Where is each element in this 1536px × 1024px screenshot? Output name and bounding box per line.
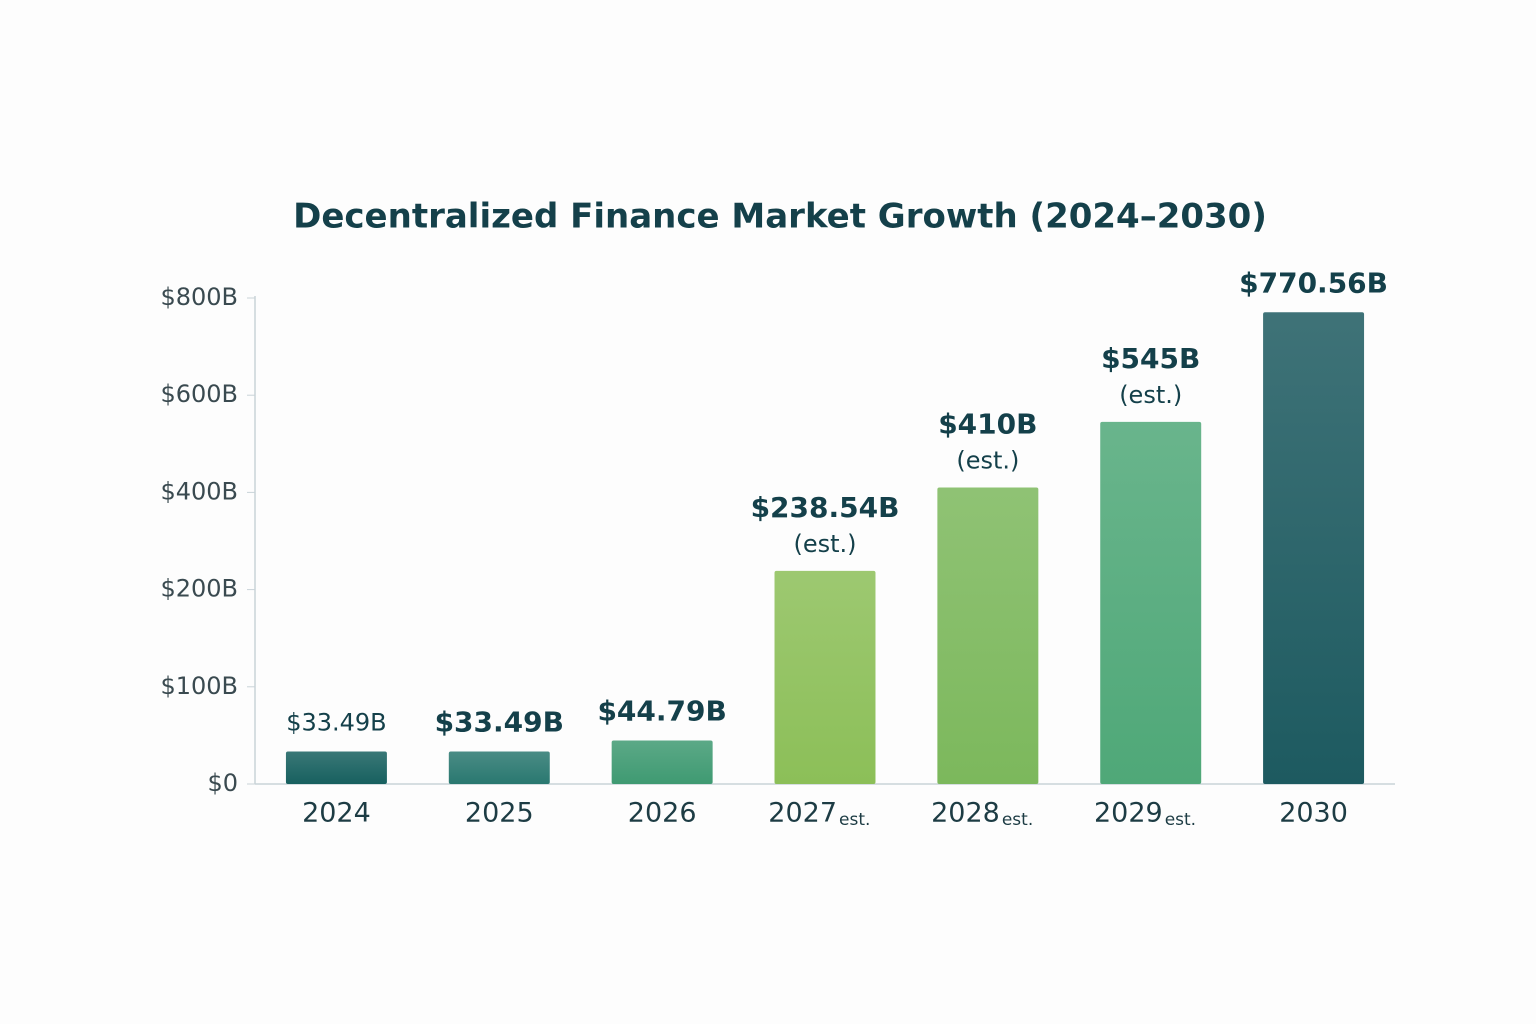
y-tick-label: $100B (160, 672, 238, 700)
value-label: $33.49B (435, 705, 564, 738)
y-tick-label: $400B (160, 477, 238, 505)
bar (1263, 312, 1365, 784)
x-tick-label: 2025 (465, 798, 534, 829)
y-tick-label: $0 (207, 769, 238, 797)
bar (611, 740, 713, 784)
x-tick-note: est. (1002, 810, 1033, 830)
bar (1100, 421, 1202, 784)
x-tick-note: est. (839, 810, 870, 830)
y-tick-label: $600B (160, 380, 238, 408)
x-tick-note: est. (1165, 810, 1196, 830)
bar (448, 751, 550, 784)
chart-title: Decentralized Finance Market Growth (202… (293, 197, 1267, 237)
value-label: $410B (938, 408, 1037, 441)
bar (937, 487, 1039, 784)
value-label: $33.49B (286, 708, 386, 736)
value-label: $770.56B (1239, 266, 1388, 299)
y-tick-label: $200B (160, 575, 238, 603)
x-tick-label: 2029 (1094, 798, 1163, 829)
bar (285, 751, 387, 784)
x-tick-label: 2026 (628, 798, 697, 829)
x-tick-label: 2024 (302, 798, 371, 829)
value-label: $238.54B (751, 491, 900, 524)
value-label: $44.79B (597, 694, 726, 727)
value-note: (est.) (956, 447, 1019, 475)
bar (774, 570, 876, 784)
value-label: $545B (1101, 342, 1200, 375)
y-tick-label: $800B (160, 283, 238, 311)
x-tick-label: 2028 (931, 798, 1000, 829)
x-tick-label: 2027 (768, 798, 837, 829)
value-note: (est.) (1119, 381, 1182, 409)
x-tick-label: 2030 (1279, 798, 1348, 829)
value-note: (est.) (793, 530, 856, 558)
